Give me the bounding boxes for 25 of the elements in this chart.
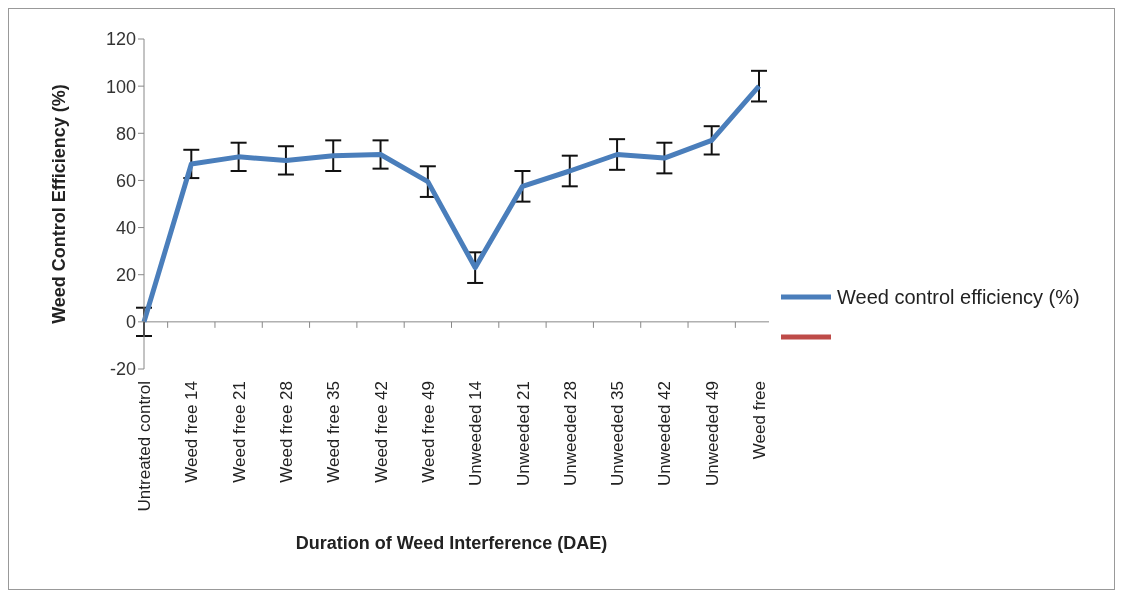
x-tick-label: Weed free 35	[324, 381, 344, 483]
x-tick-label: Weed free 49	[418, 381, 438, 483]
y-tick-label: 120	[105, 29, 136, 50]
x-axis-title: Duration of Weed Interference (DAE)	[295, 533, 608, 553]
x-tick-label: Unweeded 21	[513, 381, 533, 486]
x-tick-label: Unweeded 35	[608, 381, 628, 486]
x-tick-label: Weed free 14	[182, 381, 202, 483]
y-axis-title: Weed Control Efficiency (%)	[49, 84, 70, 324]
y-tick-label: 20	[115, 265, 136, 286]
x-tick-label: Weed free 21	[229, 381, 249, 483]
x-tick-label: Unweeded 42	[655, 381, 675, 486]
x-tick-label: Weed free	[750, 381, 770, 460]
y-tick-label: 0	[125, 312, 136, 333]
x-tick-label: Unweeded 49	[702, 381, 722, 486]
x-tick-label: Weed free 28	[276, 381, 296, 483]
legend-label: Weed control efficiency (%)	[837, 285, 1080, 309]
y-tick-label: 60	[115, 170, 136, 191]
x-tick-label: Weed free 42	[371, 381, 391, 483]
x-tick-label: Unweeded 28	[560, 381, 580, 486]
x-tick-label: Untreated control	[135, 381, 155, 512]
y-tick-label: 80	[115, 123, 136, 144]
y-tick-label: 100	[105, 76, 136, 97]
x-tick-label: Unweeded 14	[466, 381, 486, 486]
y-tick-label: -20	[109, 359, 136, 380]
y-tick-label: 40	[115, 217, 136, 238]
